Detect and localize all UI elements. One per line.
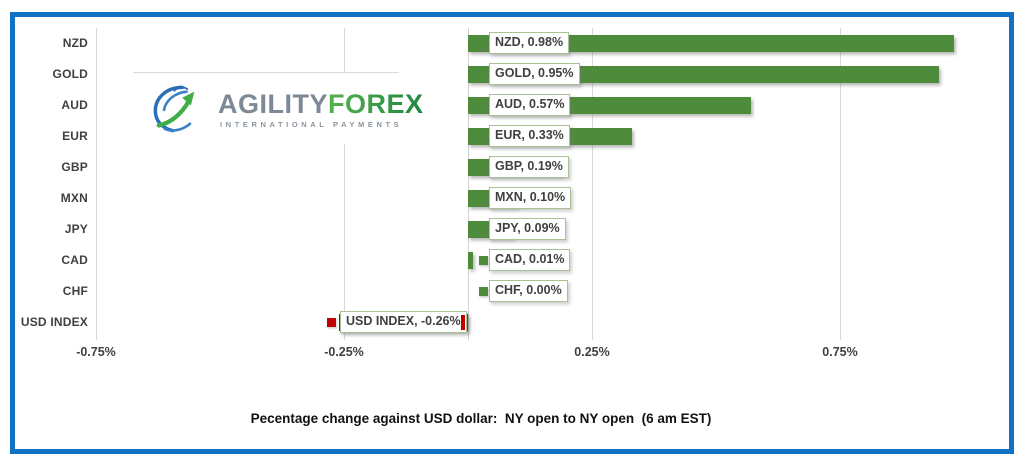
bar-nzd [468, 35, 954, 52]
gridline--0.75% [96, 28, 97, 340]
globe-swoosh-icon [153, 85, 195, 132]
data-label-mxn: MXN, 0.10% [489, 187, 572, 209]
legend-key-mxn [479, 194, 488, 203]
category-label-eur: EUR [62, 129, 88, 143]
logo-brand-agility: AGILITY [218, 88, 328, 119]
category-label-mxn: MXN [60, 191, 88, 205]
data-label-gbp: GBP, 0.19% [489, 156, 569, 178]
agilityforex-logo: AGILITYFOREX INTERNATIONAL PAYMENTS [133, 72, 423, 144]
legend-key-gold [479, 70, 488, 79]
category-label-chf: CHF [62, 284, 88, 298]
legend-key-gbp [479, 163, 488, 172]
category-label-jpy: JPY [64, 222, 88, 236]
legend-key-usd-index [327, 318, 336, 327]
x-axis-tick-0.75%: 0.75% [822, 345, 858, 359]
category-label-usd-index: USD INDEX [20, 315, 88, 329]
data-label-jpy: JPY, 0.09% [489, 218, 566, 240]
gridline-0.25% [592, 28, 593, 340]
bar-end-sliver-usd-index [461, 315, 465, 330]
x-axis-tick--0.25%: -0.25% [324, 345, 364, 359]
legend-key-eur [479, 132, 488, 141]
data-label-gold: GOLD, 0.95% [489, 63, 580, 85]
logo-brand: AGILITYFOREX [218, 88, 424, 119]
x-axis-tick--0.75%: -0.75% [76, 345, 116, 359]
legend-key-aud [479, 101, 488, 110]
x-axis-tick-0.25%: 0.25% [574, 345, 610, 359]
data-label-nzd: NZD, 0.98% [489, 32, 570, 54]
zero-axis-line [468, 28, 469, 340]
gridline-0.75% [840, 28, 841, 340]
gridline--0.25% [344, 28, 345, 340]
category-label-gold: GOLD [52, 67, 88, 81]
category-label-cad: CAD [61, 253, 88, 267]
legend-key-cad [479, 256, 488, 265]
data-label-chf: CHF, 0.00% [489, 280, 568, 302]
data-label-aud: AUD, 0.57% [489, 94, 571, 116]
category-label-aud: AUD [61, 98, 88, 112]
data-label-eur: EUR, 0.33% [489, 125, 570, 147]
legend-key-nzd [479, 39, 488, 48]
legend-key-chf [479, 287, 488, 296]
logo-tagline: INTERNATIONAL PAYMENTS [220, 119, 403, 129]
logo-brand-forex: FOREX [328, 88, 424, 119]
bar-cad [468, 252, 473, 269]
category-label-nzd: NZD [62, 36, 88, 50]
data-label-usd-index: USD INDEX, -0.26% [340, 311, 467, 333]
chart-title: Pecentage change against USD dollar: NY … [250, 411, 712, 426]
data-label-cad: CAD, 0.01% [489, 249, 571, 271]
category-label-gbp: GBP [61, 160, 88, 174]
legend-key-jpy [479, 225, 488, 234]
logo-text: AGILITYFOREX INTERNATIONAL PAYMENTS [218, 88, 424, 129]
bar-gold [468, 66, 939, 83]
